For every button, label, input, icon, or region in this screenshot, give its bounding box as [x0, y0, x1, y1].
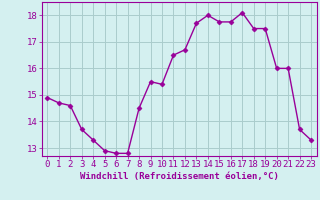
X-axis label: Windchill (Refroidissement éolien,°C): Windchill (Refroidissement éolien,°C)	[80, 172, 279, 181]
